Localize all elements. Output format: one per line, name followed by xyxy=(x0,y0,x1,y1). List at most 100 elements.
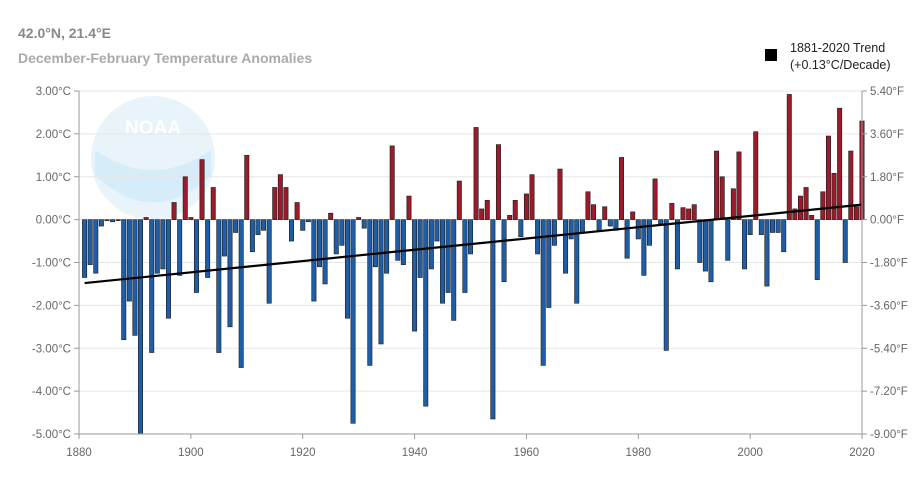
bar-2000 xyxy=(747,219,753,235)
bar-2010 xyxy=(803,187,809,220)
noaa-logo-text: NOAA xyxy=(125,118,181,139)
x-tick-label: 1960 xyxy=(514,447,540,459)
bar-1891 xyxy=(138,219,143,435)
axes: 3.00°C 5.40°F 2.00°C 3.60°F 1.00°C 1.80°F 0.00… xyxy=(32,86,908,459)
legend-trend-line2: (+0.13°C/Decade) xyxy=(790,58,891,72)
x-tick-label: 1940 xyxy=(402,447,428,459)
legend-trend-line1: 1881-2020 Trend xyxy=(790,41,886,55)
bar-1971 xyxy=(585,191,591,220)
y-tick-label-right: 0.00°F xyxy=(870,215,904,227)
bar-2015 xyxy=(831,173,837,220)
bar-1881 xyxy=(82,219,88,278)
bar-2002 xyxy=(758,219,764,235)
bar-1913 xyxy=(261,219,267,231)
bar-1902 xyxy=(199,159,205,220)
bar-1983 xyxy=(652,178,658,220)
bar-2017 xyxy=(842,219,848,263)
bar-1956 xyxy=(501,219,507,283)
bar-2007 xyxy=(786,94,792,220)
bar-1884 xyxy=(98,219,104,227)
bar-1952 xyxy=(479,208,485,220)
bar-1885 xyxy=(104,219,110,221)
bar-1938 xyxy=(400,219,406,265)
bar-1985 xyxy=(663,219,669,351)
y-tick-label-right: -3.60°F xyxy=(870,300,908,312)
bar-1926 xyxy=(333,219,339,255)
bar-1972 xyxy=(591,204,597,220)
bar-1923 xyxy=(317,219,322,268)
bar-1896 xyxy=(166,219,171,319)
bar-1964 xyxy=(546,219,552,308)
bar-1988 xyxy=(680,207,686,220)
bar-1993 xyxy=(708,219,714,283)
bar-1892 xyxy=(143,217,149,220)
x-tick-label: 2000 xyxy=(737,447,763,459)
y-tick-label-right: 5.40°F xyxy=(870,86,904,98)
bar-1915 xyxy=(272,187,278,220)
bar-1943 xyxy=(428,219,434,270)
bar-1951 xyxy=(473,127,479,220)
bar-1887 xyxy=(115,219,121,221)
bar-1911 xyxy=(249,219,255,253)
bar-1950 xyxy=(468,219,473,255)
bar-2004 xyxy=(770,219,775,233)
y-tick-label-left: -5.00°C xyxy=(32,429,71,441)
bar-1967 xyxy=(563,219,569,274)
y-tick-label-right: 3.60°F xyxy=(870,129,904,141)
y-tick-label-left: 0.00°C xyxy=(36,215,71,227)
bar-1929 xyxy=(350,219,356,424)
y-tick-label-right: -9.00°F xyxy=(870,429,908,441)
bar-1944 xyxy=(434,219,440,242)
bar-1968 xyxy=(568,219,574,240)
bar-1987 xyxy=(674,219,680,270)
bar-1919 xyxy=(294,202,300,220)
bar-2012 xyxy=(814,219,820,280)
bar-2019 xyxy=(853,206,859,220)
chart-title: December-February Temperature Anomalies xyxy=(18,50,313,66)
bar-1917 xyxy=(283,187,289,220)
bar-1978 xyxy=(624,219,630,259)
y-tick-label-right: 1.80°F xyxy=(870,172,904,184)
x-tick-label: 1880 xyxy=(66,447,92,459)
bar-1996 xyxy=(725,219,731,261)
bar-1932 xyxy=(367,219,373,366)
bar-1908 xyxy=(233,219,239,233)
bar-1931 xyxy=(361,219,367,229)
bar-1954 xyxy=(490,219,496,420)
bar-1963 xyxy=(540,219,546,366)
bar-2008 xyxy=(792,208,798,220)
x-tick-label: 1920 xyxy=(290,447,316,459)
bar-1910 xyxy=(244,155,250,220)
bar-1991 xyxy=(697,219,703,263)
bar-1960 xyxy=(523,193,529,220)
bar-2003 xyxy=(764,219,770,287)
trend xyxy=(84,203,863,285)
bar-1920 xyxy=(300,219,306,231)
bar-2006 xyxy=(781,219,787,253)
bar-1942 xyxy=(423,219,429,407)
y-tick-label-right: -7.20°F xyxy=(870,386,908,398)
bar-1897 xyxy=(171,202,177,220)
y-tick-label-left: -1.00°C xyxy=(32,258,71,270)
bar-1982 xyxy=(646,219,652,246)
bar-1935 xyxy=(384,219,390,274)
y-tick-label-left: 1.00°C xyxy=(36,172,71,184)
bar-1895 xyxy=(160,219,166,270)
location-coordinates: 42.0°N, 21.4°E xyxy=(18,25,111,41)
bar-1904 xyxy=(210,187,216,220)
bar-2014 xyxy=(825,135,831,220)
bar-1927 xyxy=(339,219,345,246)
bar-1990 xyxy=(691,204,697,220)
bar-1883 xyxy=(93,219,99,274)
y-tick-label-left: 3.00°C xyxy=(36,86,71,98)
bar-1969 xyxy=(574,219,580,304)
bar-1933 xyxy=(372,219,378,268)
bar-1930 xyxy=(356,217,362,220)
bar-1979 xyxy=(630,211,636,220)
bar-2013 xyxy=(820,191,826,220)
bar-1889 xyxy=(126,219,132,302)
y-tick-label-right: -1.80°F xyxy=(870,258,908,270)
x-tick-label: 1900 xyxy=(178,447,204,459)
bar-1989 xyxy=(686,208,692,220)
